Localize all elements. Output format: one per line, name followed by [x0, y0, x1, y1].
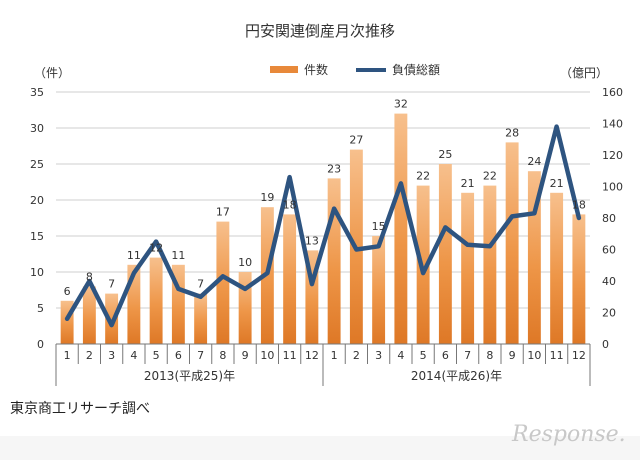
right-tick-label: 100 — [602, 181, 623, 194]
bar — [105, 293, 119, 344]
bar-value-label: 23 — [327, 162, 341, 175]
left-tick-label: 10 — [30, 266, 44, 279]
bar-value-label: 27 — [349, 134, 363, 147]
bar — [483, 185, 497, 344]
bar — [572, 214, 586, 344]
x-tick-label: 2 — [86, 349, 93, 362]
right-tick-label: 20 — [602, 307, 616, 320]
chart-canvas: 6871112117171019181323271532222521222824… — [30, 62, 623, 386]
x-tick-label: 9 — [509, 349, 516, 362]
x-tick-label: 11 — [283, 349, 297, 362]
x-tick-label: 6 — [442, 349, 449, 362]
x-tick-label: 1 — [64, 349, 71, 362]
legend-swatch-count — [270, 66, 298, 73]
right-axis-unit: （億円） — [560, 66, 609, 80]
x-tick-label: 8 — [219, 349, 226, 362]
chart-title: 円安関連倒産月次推移 — [244, 22, 395, 40]
bar-value-label: 11 — [127, 249, 141, 262]
bar — [394, 113, 408, 344]
bar-value-label: 12 — [149, 242, 163, 255]
bar-value-label: 15 — [372, 220, 386, 233]
left-tick-label: 30 — [30, 122, 44, 135]
line-series-debt — [64, 124, 582, 328]
bar-value-label: 7 — [197, 278, 204, 291]
bar-value-label: 21 — [550, 177, 564, 190]
x-tick-label: 11 — [550, 349, 564, 362]
x-tick-label: 6 — [175, 349, 182, 362]
x-tick-label: 4 — [397, 349, 404, 362]
bar — [550, 192, 564, 344]
x-tick-label: 5 — [153, 349, 160, 362]
legend-label-count: 件数 — [304, 62, 328, 77]
bar — [505, 142, 519, 344]
footer-band — [0, 436, 640, 460]
bar-value-label: 21 — [461, 177, 475, 190]
bar-value-label: 32 — [394, 98, 408, 111]
x-tick-label: 7 — [197, 349, 204, 362]
bar — [149, 257, 163, 344]
right-tick-label: 160 — [602, 86, 623, 99]
left-tick-label: 15 — [30, 230, 44, 243]
bar-value-label: 7 — [108, 278, 115, 291]
x-tick-label: 2 — [353, 349, 360, 362]
x-tick-label: 4 — [130, 349, 137, 362]
bar-value-label: 10 — [238, 256, 252, 269]
x-tick-label: 10 — [260, 349, 274, 362]
bar — [216, 221, 230, 344]
x-tick-label: 1 — [331, 349, 338, 362]
bar — [461, 192, 475, 344]
source-note: 東京商工リサーチ調べ — [10, 401, 150, 417]
bar — [372, 236, 386, 344]
right-tick-label: 0 — [602, 338, 609, 351]
response-logo: Response. — [512, 422, 626, 447]
x-tick-label: 12 — [572, 349, 586, 362]
bar-value-label: 17 — [216, 206, 230, 219]
left-tick-label: 5 — [37, 302, 44, 315]
bar — [194, 293, 208, 344]
x-tick-label: 8 — [486, 349, 493, 362]
bar-value-label: 18 — [283, 198, 297, 211]
left-axis-unit: （件） — [34, 66, 71, 80]
year-group-label: 2014(平成26)年 — [411, 369, 502, 383]
right-tick-label: 80 — [602, 212, 616, 225]
left-tick-label: 0 — [37, 338, 44, 351]
bar-value-label: 28 — [505, 126, 519, 139]
bar-value-label: 22 — [483, 170, 497, 183]
bar — [82, 286, 96, 344]
right-tick-label: 40 — [602, 275, 616, 288]
left-tick-label: 20 — [30, 194, 44, 207]
x-tick-label: 3 — [375, 349, 382, 362]
x-tick-label: 7 — [464, 349, 471, 362]
bar-value-label: 11 — [171, 249, 185, 262]
right-tick-label: 120 — [602, 149, 623, 162]
bar-value-label: 13 — [305, 234, 319, 247]
left-tick-label: 35 — [30, 86, 44, 99]
bar-value-label: 25 — [438, 148, 452, 161]
bar-value-label: 8 — [86, 270, 93, 283]
bar — [327, 178, 341, 344]
x-tick-label: 12 — [305, 349, 319, 362]
left-tick-label: 25 — [30, 158, 44, 171]
right-tick-label: 140 — [602, 118, 623, 131]
year-group-label: 2013(平成25)年 — [144, 369, 235, 383]
bar-value-label: 19 — [260, 191, 274, 204]
bar-value-label: 22 — [416, 170, 430, 183]
x-tick-label: 10 — [527, 349, 541, 362]
x-tick-label: 3 — [108, 349, 115, 362]
bar-value-label: 6 — [64, 285, 71, 298]
x-tick-label: 5 — [420, 349, 427, 362]
x-tick-label: 9 — [242, 349, 249, 362]
bar — [238, 272, 252, 344]
legend-label-debt: 負債総額 — [392, 62, 440, 77]
bar — [438, 164, 452, 344]
bar-value-label: 18 — [572, 198, 586, 211]
bar-value-label: 24 — [527, 155, 541, 168]
bar — [283, 214, 297, 344]
right-tick-label: 60 — [602, 244, 616, 257]
